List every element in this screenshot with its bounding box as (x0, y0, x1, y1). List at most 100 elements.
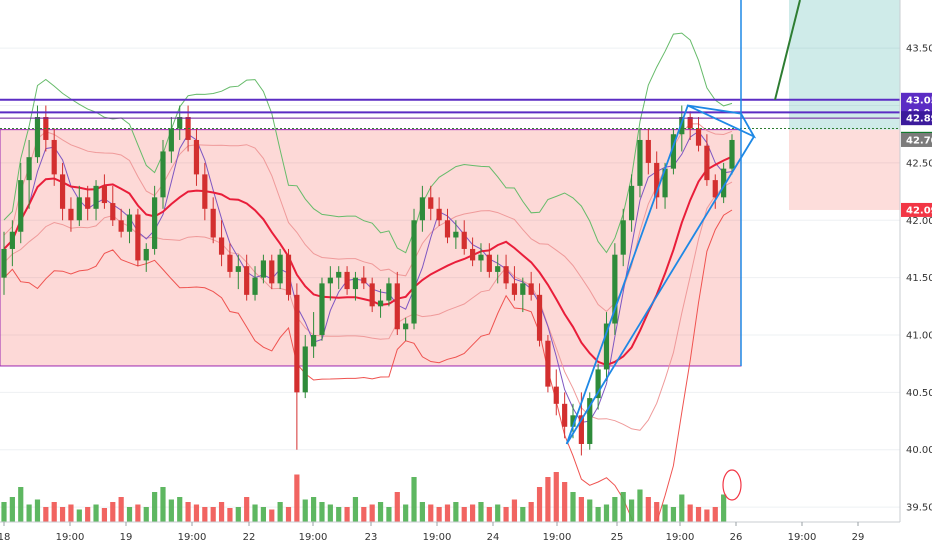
candle-body (637, 139, 643, 186)
volume-bar (227, 508, 233, 522)
volume-bar (9, 497, 15, 522)
candle-body (235, 266, 241, 272)
candle-body (59, 174, 66, 209)
volume-bar (177, 497, 183, 522)
volume-bar (562, 482, 568, 522)
volume-bar (110, 502, 116, 522)
candle-body (612, 254, 618, 324)
volume-bar (34, 499, 41, 522)
time-tick-label: 19 (120, 532, 133, 543)
candle-body (51, 139, 57, 175)
candle-body (536, 294, 543, 341)
candle-body (419, 197, 425, 221)
volume-bar (670, 507, 677, 522)
time-tick-label: 19:00 (423, 532, 452, 543)
candle-body (645, 139, 651, 163)
bollinger-bands (3, 32, 733, 541)
candle-body (34, 117, 41, 158)
volume-bar (93, 504, 99, 522)
candle-body (545, 340, 551, 387)
volume-bar (218, 502, 225, 522)
candle-body (595, 369, 601, 399)
candle-body (352, 277, 359, 290)
price-badge (901, 132, 932, 147)
volume-bar (152, 492, 158, 522)
volume-bar (545, 477, 551, 522)
volume-bar (495, 504, 501, 522)
candle-body (712, 180, 718, 198)
candle-body (503, 266, 509, 284)
price-badge (901, 202, 932, 217)
volume-bar (503, 507, 509, 522)
candle-body (110, 203, 116, 221)
volume-bar (570, 492, 576, 522)
candle-body (628, 185, 635, 221)
volume-bar (235, 507, 241, 522)
volume-bar (302, 499, 308, 522)
candle-body (160, 151, 166, 198)
candle-body (729, 139, 735, 169)
candle-body (336, 271, 342, 278)
candle-body (101, 185, 108, 204)
price-tick-label: 43.50 (906, 44, 932, 55)
volume-bar (695, 507, 702, 522)
volume-bar (377, 502, 384, 522)
volume-bar (469, 504, 476, 522)
volume-bar (587, 499, 593, 522)
candle-body (469, 248, 476, 261)
volume-bar (277, 502, 283, 522)
candle-body (687, 117, 693, 129)
volume-bar (704, 509, 710, 522)
volume-bar (185, 502, 191, 522)
time-axis: 18 19:00 19 19:00 22 19:00 23 19:00 24 19:00 25 19:… (0, 521, 932, 550)
volume-bar (478, 502, 484, 522)
time-tick-label: 19:00 (56, 532, 85, 543)
volume-bar (687, 504, 693, 522)
candle-body (344, 271, 350, 290)
price-badge-label: 42.09 (906, 205, 932, 216)
volume-bar (68, 504, 74, 522)
volume-bar (126, 507, 133, 522)
candle-body (26, 157, 32, 181)
volume-bar (85, 507, 91, 522)
candle-body (202, 174, 208, 209)
volume-bar (394, 492, 400, 522)
time-tick-label: 23 (365, 532, 378, 543)
volume-bar (654, 502, 660, 522)
volume-bar (578, 497, 584, 522)
candle-body (670, 134, 677, 169)
volume-bar (135, 504, 141, 522)
candle-body (135, 214, 141, 261)
candle-body (269, 260, 275, 284)
candle-body (721, 168, 727, 198)
volume-bar (160, 487, 166, 522)
volume-bar (244, 497, 250, 522)
volume-bar (721, 494, 727, 522)
trend-line (565, 136, 755, 445)
candle-body (68, 208, 74, 221)
price-tick-label: 39.50 (906, 503, 932, 514)
volume-bar (679, 494, 685, 522)
volume-bar (712, 507, 718, 522)
volume-bar (285, 507, 292, 522)
candle-body (277, 254, 283, 284)
volume-bar (59, 507, 66, 522)
projection-line (774, 0, 801, 101)
candle-body (177, 117, 183, 129)
volume-bar (336, 507, 342, 522)
candle-body (227, 254, 233, 272)
volume-bar (403, 504, 409, 522)
candle-body (511, 283, 518, 295)
volume-bar (536, 487, 543, 522)
volume-bar (143, 507, 149, 522)
volume-bar (51, 502, 57, 522)
price-axis: 39.5040.0040.5041.0041.5042.0042.5043.00… (899, 0, 932, 550)
candle-body (428, 197, 434, 209)
candle-body (495, 266, 501, 272)
price-badge (901, 111, 932, 126)
volume-bar (26, 504, 32, 522)
candle-body (193, 139, 200, 175)
candle-body (327, 277, 333, 284)
volume-bar (461, 507, 467, 522)
